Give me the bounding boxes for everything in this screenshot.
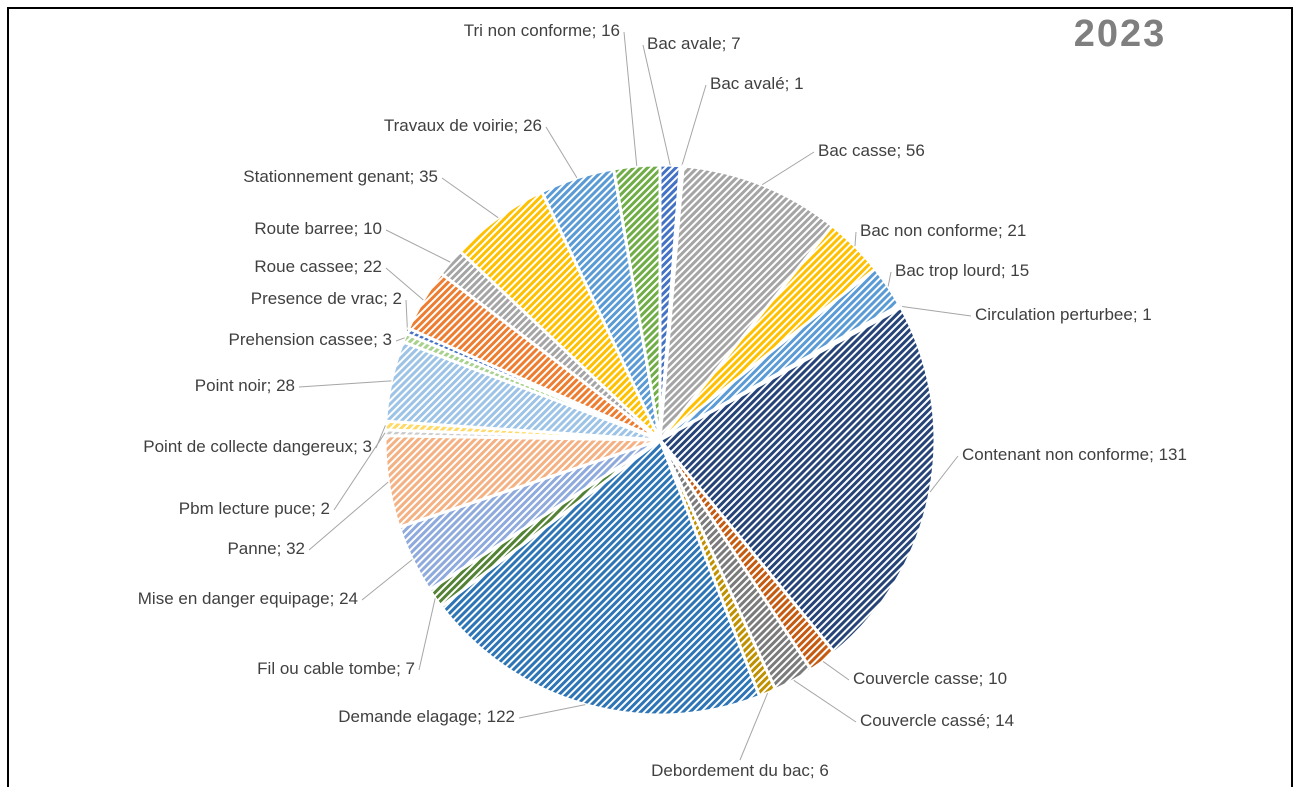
label-name: Fil ou cable tombe	[257, 659, 396, 678]
leader-line	[900, 305, 972, 317]
data-label: Mise en danger equipage; 24	[138, 589, 358, 608]
label-name: Bac avale	[647, 34, 722, 53]
label-name: Couvercle casse	[853, 669, 979, 688]
label-value: 3	[383, 330, 392, 349]
data-label: Prehension cassee; 3	[228, 330, 392, 349]
leader-line	[854, 231, 857, 247]
label-value: 122	[487, 707, 515, 726]
leader-line	[623, 31, 638, 167]
leader-line	[642, 44, 671, 166]
label-value: 35	[419, 167, 438, 186]
leader-line	[545, 126, 578, 179]
label-name: Travaux de voirie	[384, 116, 514, 135]
label-value: 26	[523, 116, 542, 135]
data-label: Circulation perturbee; 1	[975, 305, 1152, 324]
leader-line	[385, 267, 424, 301]
data-label: Point de collecte dangereux; 3	[143, 437, 372, 456]
label-value: 7	[406, 659, 415, 678]
data-label: Presence de vrac; 2	[251, 289, 402, 308]
leader-line	[681, 84, 707, 167]
leader-line	[822, 661, 850, 681]
label-name: Bac casse	[818, 141, 896, 160]
leader-line	[441, 177, 499, 219]
label-value: 32	[286, 539, 305, 558]
label-value: 56	[906, 141, 925, 160]
label-name: Pbm lecture puce	[179, 499, 311, 518]
data-label: Demande elagage; 122	[338, 707, 515, 726]
leader-line	[375, 425, 386, 449]
label-name: Bac avalé	[710, 74, 785, 93]
data-label: Bac non conforme; 21	[860, 221, 1026, 240]
data-label: Debordement du bac; 6	[651, 761, 829, 780]
leader-line	[308, 481, 389, 551]
label-value: 2	[393, 289, 402, 308]
label-value: 2	[321, 499, 330, 518]
data-label: Bac casse; 56	[818, 141, 925, 160]
leader-line	[395, 337, 405, 342]
label-value: 15	[1010, 261, 1029, 280]
label-name: Bac non conforme	[860, 221, 998, 240]
pie-slice	[657, 305, 937, 655]
label-value: 6	[819, 761, 828, 780]
leader-line	[405, 299, 408, 332]
label-name: Point noir	[195, 376, 267, 395]
label-value: 24	[339, 589, 358, 608]
label-value: 22	[363, 257, 382, 276]
data-label: Bac trop lourd; 15	[895, 261, 1029, 280]
leader-line	[793, 679, 857, 723]
label-value: 1	[794, 74, 803, 93]
chart-frame	[7, 7, 1293, 787]
leader-line	[361, 559, 413, 601]
data-label: Couvercle casse; 10	[853, 669, 1007, 688]
label-value: 16	[601, 21, 620, 40]
label-name: Tri non conforme	[464, 21, 592, 40]
leader-line	[518, 704, 586, 719]
label-value: 1	[1142, 305, 1151, 324]
label-name: Prehension cassee	[228, 330, 373, 349]
chart-title: 2023	[1074, 13, 1167, 55]
label-name: Presence de vrac	[251, 289, 384, 308]
label-value: 131	[1159, 445, 1187, 464]
data-label: Tri non conforme; 16	[464, 21, 620, 40]
leader-line	[298, 380, 392, 388]
label-value: 3	[363, 437, 372, 456]
leader-line	[385, 229, 451, 263]
data-label: Stationnement genant; 35	[243, 167, 438, 186]
data-label: Bac avale; 7	[647, 34, 741, 53]
data-label: Route barree; 10	[254, 219, 382, 238]
label-value: 10	[988, 669, 1007, 688]
label-name: Couvercle cassé	[860, 711, 986, 730]
data-label: Bac avalé; 1	[710, 74, 804, 93]
data-label: Fil ou cable tombe; 7	[257, 659, 415, 678]
leader-line	[887, 271, 892, 287]
data-label: Roue cassee; 22	[254, 257, 382, 276]
data-label: Panne; 32	[227, 539, 305, 558]
label-name: Roue cassee	[254, 257, 353, 276]
label-name: Circulation perturbee	[975, 305, 1133, 324]
label-name: Contenant non conforme	[962, 445, 1149, 464]
label-name: Point de collecte dangereux	[143, 437, 353, 456]
label-name: Demande elagage	[338, 707, 477, 726]
label-value: 28	[276, 376, 295, 395]
label-value: 21	[1007, 221, 1026, 240]
label-value: 14	[995, 711, 1014, 730]
label-name: Panne	[227, 539, 276, 558]
data-label: Travaux de voirie; 26	[384, 116, 542, 135]
label-name: Stationnement genant	[243, 167, 410, 186]
label-name: Route barree	[254, 219, 353, 238]
leader-line	[761, 151, 815, 186]
label-value: 7	[731, 34, 740, 53]
leader-line	[418, 598, 436, 671]
data-label: Contenant non conforme; 131	[962, 445, 1187, 464]
data-label: Couvercle cassé; 14	[860, 711, 1014, 730]
leader-line	[739, 692, 769, 761]
label-name: Mise en danger equipage	[138, 589, 330, 608]
label-value: 10	[363, 219, 382, 238]
data-label: Point noir; 28	[195, 376, 295, 395]
leader-line	[929, 455, 959, 493]
data-label: Pbm lecture puce; 2	[179, 499, 330, 518]
label-name: Debordement du bac	[651, 761, 810, 780]
label-name: Bac trop lourd	[895, 261, 1001, 280]
